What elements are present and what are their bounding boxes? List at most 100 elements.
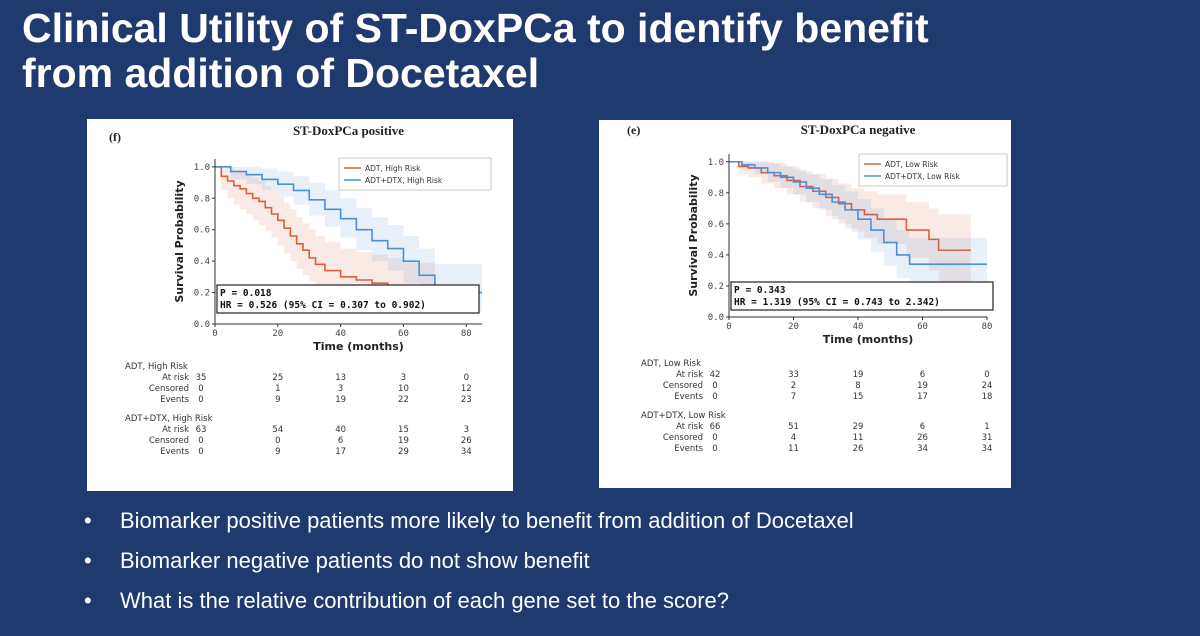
risk-cell: 19 — [853, 370, 864, 380]
x-tick-label: 0 — [726, 322, 731, 332]
x-tick-label: 20 — [788, 322, 799, 332]
survival-curve-adt — [729, 160, 971, 252]
y-tick-label: 0.2 — [194, 289, 210, 299]
risk-cell: 3 — [338, 384, 343, 394]
stats-line: HR = 0.526 (95% CI = 0.307 to 0.902) — [220, 300, 426, 311]
risk-cell: 0 — [712, 444, 717, 454]
risk-cell: 19 — [398, 436, 409, 446]
x-tick-label: 60 — [917, 322, 928, 332]
risk-cell: 0 — [712, 381, 717, 391]
survival-curve-adt-dtx — [729, 160, 987, 266]
risk-cell: 34 — [982, 444, 993, 454]
risk-cell: 0 — [198, 447, 203, 457]
risk-cell: 3 — [401, 373, 406, 383]
risk-cell: 0 — [464, 373, 469, 383]
y-axis-label: Survival Probability — [687, 174, 700, 296]
risk-row-label: Censored — [149, 436, 189, 446]
risk-cell: 34 — [461, 447, 472, 457]
risk-cell: 8 — [855, 381, 860, 391]
risk-cell: 6 — [920, 370, 925, 380]
ci-band-adt — [729, 161, 971, 286]
risk-row-label: At risk — [162, 373, 189, 383]
slide-title-line-2: from addition of Docetaxel — [22, 50, 540, 96]
risk-cell: 0 — [712, 392, 717, 402]
risk-row-label: At risk — [676, 370, 703, 380]
legend-box — [858, 153, 1008, 187]
legend-entry: ADT+DTX, Low Risk — [885, 172, 960, 181]
y-tick-label: 0.8 — [708, 189, 724, 199]
risk-group-name: ADT+DTX, Low Risk — [641, 411, 726, 421]
risk-cell: 9 — [275, 395, 280, 405]
legend-box — [338, 157, 492, 191]
risk-cell: 12 — [461, 384, 472, 394]
bullet-list: • Biomarker positive patients more likel… — [80, 508, 1180, 628]
stats-line: HR = 1.319 (95% CI = 0.743 to 2.342) — [734, 297, 940, 308]
risk-cell: 7 — [791, 392, 796, 402]
km-panel-positive: (f) ST-DoxPCa positive 0.0 0.2 0.4 0.6 0.8 1.0 0… — [87, 119, 513, 491]
x-tick-label: 0 — [212, 329, 217, 339]
risk-cell: 42 — [710, 370, 721, 380]
bullet-item: • What is the relative contribution of e… — [80, 588, 1180, 614]
risk-row-label: Events — [160, 447, 189, 457]
y-axis-label: Survival Probability — [173, 180, 186, 302]
y-tick-label: 0.8 — [194, 194, 210, 204]
y-tick-label: 0.0 — [708, 313, 724, 323]
risk-cell: 26 — [853, 444, 864, 454]
risk-cell: 1 — [984, 422, 989, 432]
x-tick-label: 80 — [982, 322, 993, 332]
risk-cell: 17 — [335, 447, 346, 457]
bullet-text: Biomarker negative patients do not show … — [120, 548, 590, 573]
risk-cell: 33 — [788, 370, 799, 380]
bullet-item: • Biomarker negative patients do not sho… — [80, 548, 1180, 574]
risk-cell: 2 — [791, 381, 796, 391]
survival-curve-adt-dtx — [215, 166, 482, 294]
risk-cell: 54 — [272, 425, 283, 435]
risk-cell: 0 — [198, 384, 203, 394]
bullet-dot: • — [84, 508, 92, 533]
legend: ADT, High Risk ADT+DTX, High Risk — [338, 157, 492, 191]
risk-cell: 0 — [275, 436, 280, 446]
ci-band-adt-dtx — [215, 166, 482, 312]
ci-band-adt-dtx — [729, 161, 987, 290]
risk-row-label: Censored — [149, 384, 189, 394]
risk-cell: 66 — [710, 422, 721, 432]
y-tick-label: 0.4 — [708, 251, 724, 261]
km-panel-negative: (e) ST-DoxPCa negative 0.0 0.2 0.4 0.6 0.8 1.0 0… — [599, 120, 1011, 488]
ci-band-adt — [215, 166, 435, 313]
risk-cell: 0 — [198, 436, 203, 446]
y-tick-label: 0.6 — [708, 220, 724, 230]
risk-cell: 63 — [196, 425, 207, 435]
legend: ADT, Low Risk ADT+DTX, Low Risk — [858, 153, 1008, 187]
risk-row-label: Censored — [663, 433, 703, 443]
legend-entry: ADT, High Risk — [365, 164, 421, 173]
risk-row-label: Events — [674, 444, 703, 454]
stats-box — [216, 284, 480, 314]
risk-cell: 9 — [275, 447, 280, 457]
km-chart-negative: (e) ST-DoxPCa negative 0.0 0.2 0.4 0.6 0.8 1.0 0… — [627, 122, 1008, 454]
risk-cell: 11 — [853, 433, 864, 443]
x-tick-label: 60 — [398, 329, 409, 339]
risk-cell: 11 — [788, 444, 799, 454]
risk-row-label: At risk — [676, 422, 703, 432]
x-tick-label: 40 — [335, 329, 346, 339]
risk-cell: 6 — [338, 436, 343, 446]
y-tick-label: 1.0 — [194, 163, 210, 173]
x-tick-label: 80 — [461, 329, 472, 339]
risk-group-name: ADT, High Risk — [125, 362, 188, 372]
risk-cell: 24 — [982, 381, 993, 391]
risk-cell: 34 — [917, 444, 928, 454]
legend-entry: ADT+DTX, High Risk — [365, 176, 443, 185]
legend-entry: ADT, Low Risk — [885, 160, 939, 169]
risk-cell: 19 — [335, 395, 346, 405]
risk-cell: 29 — [398, 447, 409, 457]
risk-cell: 25 — [272, 373, 283, 383]
chart-title: ST-DoxPCa negative — [801, 122, 916, 137]
risk-cell: 26 — [461, 436, 472, 446]
x-tick-label: 40 — [853, 322, 864, 332]
risk-cell: 4 — [791, 433, 796, 443]
risk-cell: 29 — [853, 422, 864, 432]
bullet-dot: • — [84, 548, 92, 573]
risk-cell: 10 — [398, 384, 409, 394]
